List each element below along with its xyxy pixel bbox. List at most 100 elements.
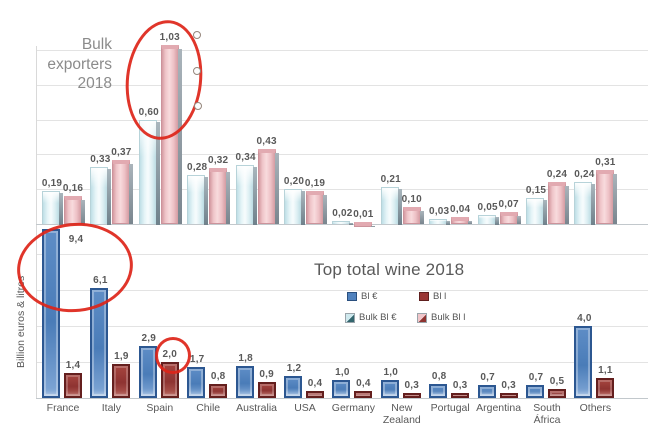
- bulk-value-label: 0,28: [187, 162, 208, 173]
- legend-item-bl-euro: Bl €: [347, 291, 377, 302]
- bulk-value-label: 0,33: [90, 154, 111, 165]
- total-chart-title: Top total wine 2018: [314, 260, 465, 279]
- total-bar-south-frica-litre: [548, 389, 566, 398]
- bulk-bar-australia-euro: [235, 165, 257, 225]
- category-label-usa: USA: [294, 402, 316, 414]
- bulk-title-line1: Bulk: [81, 36, 112, 53]
- total-bar-france-litre: [64, 373, 82, 398]
- bulk-title-line2: exporters: [47, 55, 112, 73]
- bulk-value-label: 0,32: [208, 155, 229, 166]
- total-value-label: 1,9: [114, 351, 129, 362]
- total-value-label: 0,8: [431, 371, 447, 382]
- total-bar-others-euro: [574, 326, 593, 398]
- total-bar-new-zealand-euro: [380, 380, 399, 398]
- bulk-y-axis: [36, 46, 37, 224]
- total-value-label: 6,1: [93, 275, 108, 286]
- total-bar-portugal-litre: [451, 393, 470, 398]
- total-value-label: 0,9: [259, 369, 274, 380]
- bulk-value-label: 0,19: [304, 178, 326, 189]
- legend-marker-bulk-bl-litre: [417, 312, 427, 323]
- bulk-bar-usa-litre: [306, 191, 327, 224]
- total-bar-germany-litre: [354, 391, 373, 398]
- total-value-label: 1,0: [335, 367, 350, 378]
- total-bar-chile-euro: [187, 367, 206, 398]
- total-value-label: 1,7: [189, 354, 205, 365]
- total-value-label: 2,9: [141, 333, 157, 344]
- bulk-value-label: 0,24: [574, 169, 595, 180]
- total-value-label: 2,0: [162, 349, 178, 360]
- bulk-value-label: 0,43: [256, 136, 277, 147]
- bulk-bar-spain-euro: [138, 120, 160, 225]
- bulk-gridline: [36, 189, 648, 190]
- total-value-label: 1,1: [598, 365, 613, 376]
- bulk-bar-germany-euro: [332, 221, 354, 225]
- total-x-axis: [36, 398, 648, 399]
- legend-item-bl-litre: Bl l: [419, 291, 446, 302]
- category-label-spain: Spain: [146, 402, 174, 414]
- bulk-gridline: [36, 50, 648, 51]
- bulk-bar-usa-euro: [284, 189, 305, 225]
- legend-label: Bl €: [361, 291, 378, 302]
- total-gridline: [36, 362, 648, 363]
- bulk-bar-portugal-litre: [451, 217, 473, 224]
- bulk-bar-spain-litre: [160, 45, 182, 224]
- bulk-value-label: 0,05: [477, 202, 498, 213]
- bulk-gridline: [36, 85, 648, 86]
- bulk-bar-france-litre: [64, 196, 85, 224]
- bulk-bar-chile-litre: [209, 168, 231, 224]
- legend-marker-bulk-bl-euro: [345, 312, 355, 323]
- category-label-new-zealand: New Zealand: [382, 402, 421, 426]
- bulk-value-label: 0,02: [332, 208, 353, 219]
- bulk-chart-title: Bulk exporters 2018: [26, 35, 112, 94]
- bulk-bar-new-zealand-litre: [402, 207, 424, 224]
- total-value-label: 0,3: [501, 380, 516, 391]
- total-bar-italy-euro: [90, 288, 109, 398]
- bulk-value-label: 1,03: [159, 32, 180, 43]
- total-bar-new-zealand-litre: [402, 393, 421, 398]
- total-bar-others-litre: [596, 378, 615, 398]
- total-bar-spain-euro: [138, 346, 157, 398]
- total-value-label: 9,4: [68, 234, 84, 245]
- legend-item-bulk-bl-euro: Bulk Bl €: [345, 312, 397, 323]
- total-bar-argentina-litre: [499, 393, 518, 398]
- total-value-label: 1,4: [65, 360, 81, 371]
- bulk-value-label: 0,21: [380, 174, 401, 185]
- total-value-label: 0,4: [356, 378, 371, 389]
- total-y-axis: [36, 225, 37, 398]
- total-bar-france-euro: [42, 229, 60, 398]
- total-bar-argentina-euro: [477, 385, 496, 398]
- category-label-italy: Italy: [101, 402, 122, 414]
- total-bar-italy-litre: [112, 364, 131, 398]
- bulk-value-label: 0,16: [62, 183, 84, 194]
- legend-label: Bulk Bl l: [431, 312, 466, 323]
- bulk-x-axis: [36, 224, 648, 225]
- bulk-title-line3: 2018: [77, 75, 112, 92]
- bulk-value-label: 0,34: [235, 152, 256, 163]
- bulk-bar-chile-euro: [187, 175, 209, 225]
- bulk-value-label: 0,15: [525, 185, 547, 196]
- total-value-label: 0,4: [307, 378, 323, 389]
- total-bar-chile-litre: [209, 384, 228, 398]
- total-bar-usa-litre: [306, 391, 324, 398]
- bulk-bar-france-euro: [42, 191, 63, 225]
- total-gridline: [36, 290, 648, 291]
- category-label-south-frica: South África: [533, 402, 561, 426]
- bulk-value-label: 0,01: [353, 209, 374, 220]
- total-value-label: 1,0: [383, 367, 399, 378]
- total-value-label: 0,7: [480, 372, 495, 383]
- total-bar-portugal-euro: [429, 384, 448, 398]
- bulk-value-label: 0,37: [111, 147, 132, 158]
- total-bar-usa-euro: [284, 376, 302, 398]
- category-label-germany: Germany: [331, 402, 375, 414]
- total-bar-australia-litre: [257, 382, 276, 398]
- total-value-label: 0,5: [549, 376, 565, 387]
- bulk-bar-italy-euro: [90, 167, 112, 225]
- total-bar-australia-euro: [235, 366, 254, 398]
- legend-label: Bl l: [433, 291, 447, 302]
- bulk-value-label: 0,24: [546, 169, 568, 180]
- total-value-label: 1,2: [286, 363, 302, 374]
- bulk-bar-argentina-litre: [499, 212, 521, 224]
- bulk-bar-south-frica-euro: [526, 198, 547, 225]
